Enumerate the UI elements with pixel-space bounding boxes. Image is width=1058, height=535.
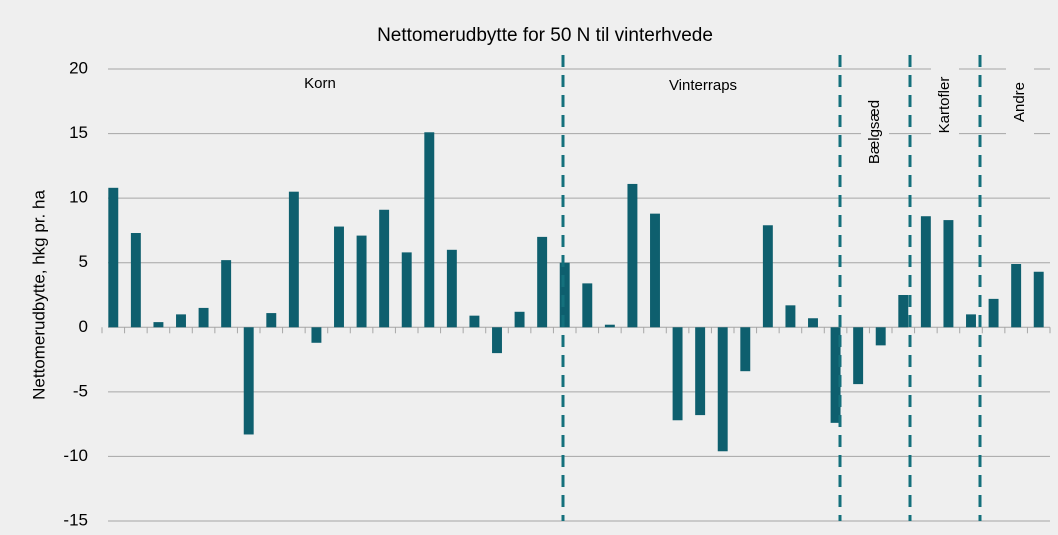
bar bbox=[785, 305, 796, 328]
group-label: Korn bbox=[304, 75, 336, 92]
bar bbox=[334, 226, 344, 328]
y-tick-label: 5 bbox=[79, 252, 88, 271]
bar bbox=[198, 307, 209, 328]
bar bbox=[446, 249, 457, 328]
group-label: Bælgsæd bbox=[866, 100, 883, 164]
bar bbox=[582, 283, 593, 328]
bar bbox=[943, 220, 954, 328]
bar bbox=[514, 311, 525, 328]
bar bbox=[153, 322, 164, 328]
bar bbox=[243, 327, 254, 435]
group-label: Andre bbox=[1011, 82, 1028, 122]
bar bbox=[808, 318, 818, 328]
y-tick-label: -10 bbox=[63, 446, 88, 465]
bar bbox=[401, 252, 412, 328]
bar bbox=[469, 315, 480, 328]
bar bbox=[604, 324, 615, 328]
bar bbox=[627, 183, 638, 328]
bar bbox=[492, 327, 502, 354]
bar bbox=[740, 327, 751, 372]
bar bbox=[830, 327, 841, 423]
bar bbox=[672, 327, 683, 421]
bar bbox=[853, 327, 864, 385]
y-axis-label: Nettomerudbytte, hkg pr. ha bbox=[29, 190, 48, 400]
bar bbox=[379, 209, 390, 328]
bar bbox=[875, 327, 886, 346]
y-tick-label: -15 bbox=[63, 510, 88, 529]
bar bbox=[988, 298, 999, 328]
y-tick-label: 0 bbox=[79, 317, 88, 336]
bar bbox=[920, 216, 931, 328]
bar bbox=[717, 327, 728, 452]
bar bbox=[762, 225, 773, 328]
bar bbox=[130, 233, 141, 328]
bar bbox=[424, 132, 435, 328]
group-label-box bbox=[1006, 47, 1034, 157]
bar bbox=[266, 313, 277, 328]
bar bbox=[559, 262, 570, 328]
bar bbox=[695, 327, 706, 416]
y-tick-label: 20 bbox=[69, 58, 88, 77]
bar bbox=[176, 314, 186, 328]
bar bbox=[650, 213, 660, 328]
group-label-box bbox=[931, 50, 959, 160]
group-label: Vinterraps bbox=[669, 77, 737, 94]
bar bbox=[1011, 264, 1022, 328]
bar bbox=[966, 314, 976, 328]
bar bbox=[898, 295, 909, 328]
bar bbox=[537, 236, 548, 328]
bar bbox=[221, 260, 232, 328]
bar bbox=[108, 187, 119, 328]
chart-title: Nettomerudbytte for 50 N til vinterhvede bbox=[377, 25, 713, 46]
bar bbox=[311, 327, 322, 343]
bar bbox=[356, 235, 367, 328]
bar bbox=[288, 191, 299, 328]
bar bbox=[1033, 271, 1044, 328]
y-tick-label: -5 bbox=[73, 381, 88, 400]
group-label-box bbox=[861, 77, 889, 187]
y-tick-label: 10 bbox=[69, 188, 88, 207]
y-tick-label: 15 bbox=[69, 123, 88, 142]
group-label: Kartofler bbox=[936, 77, 953, 134]
